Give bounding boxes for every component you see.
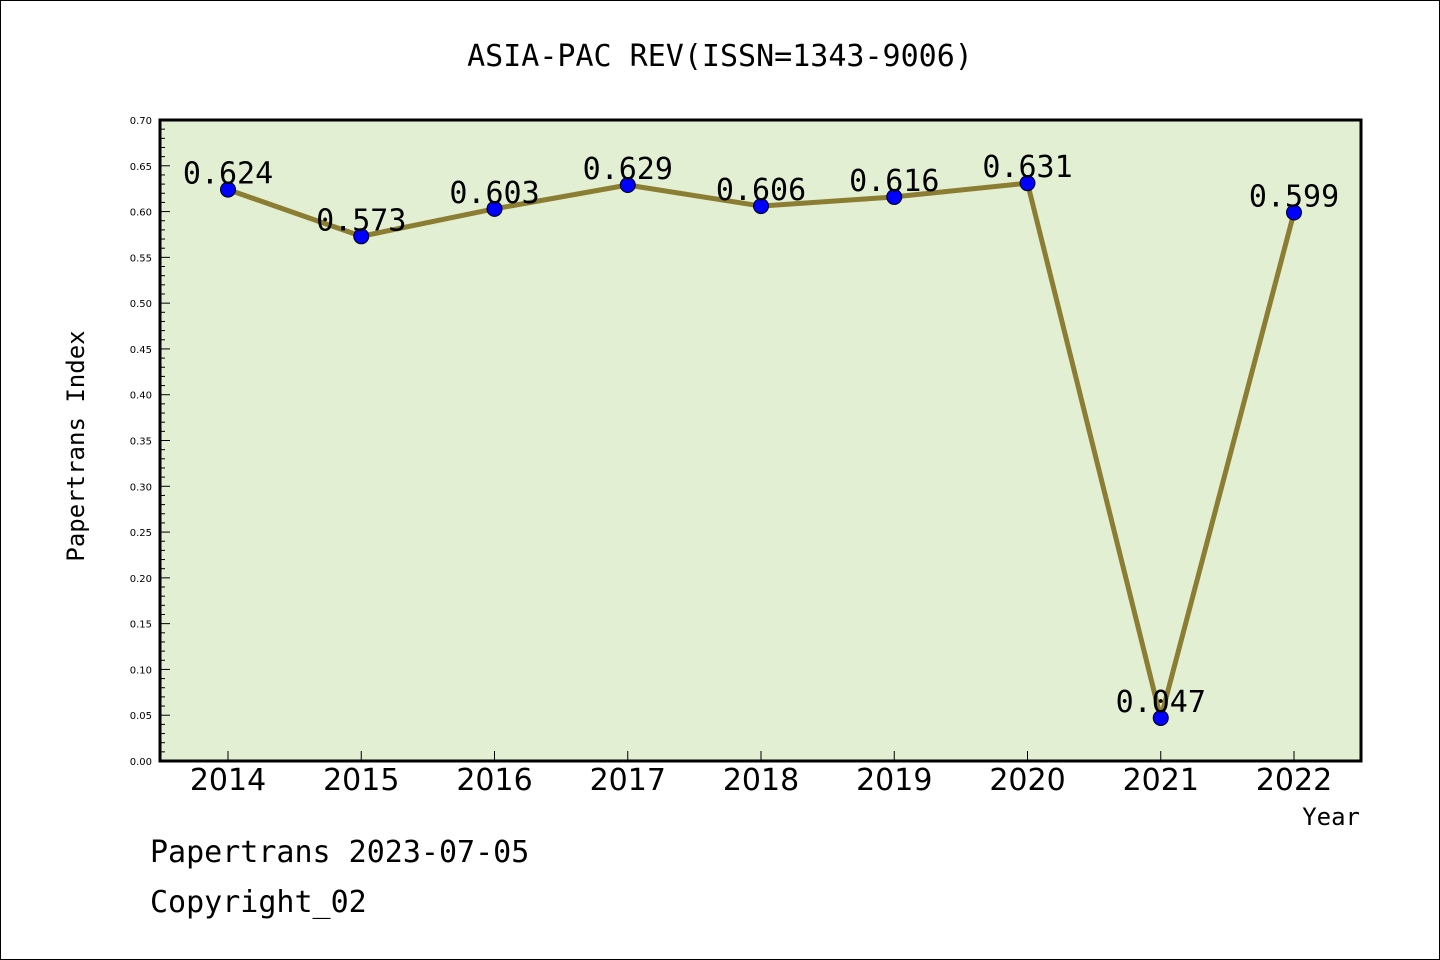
data-point bbox=[1019, 175, 1036, 192]
data-point bbox=[353, 228, 370, 245]
data-label: 0.603 bbox=[449, 176, 539, 211]
x-tick-label: 2017 bbox=[590, 763, 666, 798]
data-label: 0.629 bbox=[583, 152, 673, 187]
data-point bbox=[1286, 204, 1302, 221]
y-tick-label: 0.40 bbox=[130, 391, 152, 402]
x-tick-label: 2021 bbox=[1123, 763, 1199, 798]
y-tick-label: 0.25 bbox=[130, 528, 152, 539]
y-tick-label: 0.05 bbox=[130, 711, 152, 722]
y-tick-label: 0.50 bbox=[130, 299, 152, 310]
chart-title: ASIA-PAC REV(ISSN=1343-9006) bbox=[467, 39, 973, 74]
y-tick-label: 0.20 bbox=[130, 574, 152, 585]
x-axis-label: Year bbox=[1302, 803, 1360, 831]
y-tick-label: 0.65 bbox=[130, 162, 152, 173]
y-tick-label: 0.70 bbox=[130, 116, 152, 127]
footer-date-text: Papertrans 2023-07-05 bbox=[150, 835, 530, 870]
footer-copyright-text: Copyright_02 bbox=[150, 885, 367, 920]
data-label: 0.047 bbox=[1116, 685, 1206, 720]
x-tick-label: 2022 bbox=[1256, 763, 1332, 798]
y-tick-label: 0.45 bbox=[130, 345, 152, 356]
series-group: 0.624 0.573 0.603 0.629 0.606 0.616 0.631 0.047… bbox=[183, 150, 1339, 726]
data-point bbox=[753, 198, 769, 215]
data-label: 0.606 bbox=[716, 173, 806, 208]
data-label: 0.616 bbox=[849, 164, 939, 199]
data-point bbox=[1152, 709, 1169, 726]
y-tick-label: 0.30 bbox=[130, 482, 152, 493]
data-label: 0.631 bbox=[982, 150, 1072, 185]
plot-area bbox=[158, 118, 1363, 763]
data-label: 0.599 bbox=[1249, 179, 1339, 214]
x-tick-label: 2015 bbox=[323, 763, 399, 798]
x-axis: 2014 2015 2016 2017 2018 2019 2020 2021 2022 bbox=[190, 751, 1332, 798]
data-point bbox=[619, 177, 636, 194]
data-label: 0.624 bbox=[183, 157, 273, 192]
x-tick-label: 2016 bbox=[456, 763, 532, 798]
y-tick-label: 0.35 bbox=[130, 437, 152, 448]
x-tick-label: 2020 bbox=[989, 763, 1065, 798]
y-tick-label: 0.10 bbox=[130, 665, 152, 676]
y-tick-label: 0.00 bbox=[130, 757, 152, 768]
y-tick-label: 0.55 bbox=[130, 253, 152, 264]
y-axis: 0.00 0.05 0.10 0.15 0.20 0.25 0.30 0.35 0.40 0.45… bbox=[130, 116, 170, 768]
x-tick-label: 2014 bbox=[190, 763, 266, 798]
data-point bbox=[220, 181, 236, 198]
y-tick-label: 0.15 bbox=[130, 620, 152, 631]
x-tick-label: 2018 bbox=[723, 763, 799, 798]
data-point bbox=[886, 188, 903, 205]
x-tick-label: 2019 bbox=[856, 763, 932, 798]
y-axis-label: Papertrans Index bbox=[62, 330, 90, 561]
data-label: 0.573 bbox=[316, 203, 406, 238]
y-tick-label: 0.60 bbox=[130, 208, 152, 219]
data-point bbox=[486, 200, 503, 217]
